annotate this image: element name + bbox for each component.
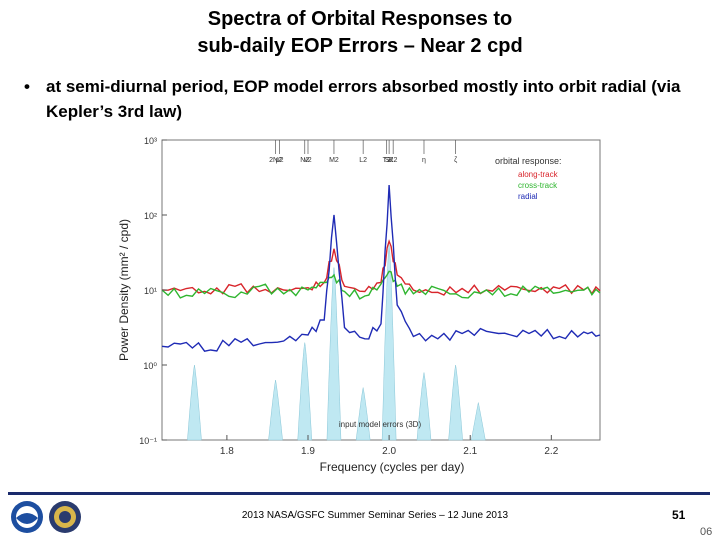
error-peak-1 bbox=[268, 379, 283, 441]
fill-label: input model errors (3D) bbox=[339, 420, 422, 429]
noaa-logo-icon bbox=[11, 501, 43, 533]
legend-title: orbital response: bbox=[495, 156, 562, 166]
page-number: 51 bbox=[672, 508, 686, 522]
tide-label: L2 bbox=[359, 157, 367, 164]
footer-divider bbox=[8, 492, 710, 495]
bullet-icon: • bbox=[24, 77, 30, 96]
error-peak-6 bbox=[416, 372, 432, 441]
series-line-cross-track bbox=[161, 270, 601, 300]
title-line-2: sub-daily EOP Errors – Near 2 cpd bbox=[197, 35, 523, 57]
page-sub-number: 06 bbox=[700, 526, 713, 538]
tide-label: ν2 bbox=[304, 157, 312, 164]
x-tick-label: 2.0 bbox=[382, 446, 396, 457]
tide-label: M2 bbox=[329, 157, 339, 164]
error-peak-5 bbox=[381, 244, 397, 441]
tide-label: T2 bbox=[383, 157, 391, 164]
footer-text: 2013 NASA/GSFC Summer Seminar Series – 1… bbox=[241, 510, 509, 521]
agency-seal-icon bbox=[49, 501, 81, 533]
slide-title: Spectra of Orbital Responses to sub-dail… bbox=[0, 6, 720, 60]
tide-label: N2 bbox=[300, 157, 309, 164]
error-peak-0 bbox=[187, 364, 202, 441]
tide-label: ζ bbox=[454, 157, 457, 164]
error-peak-2 bbox=[297, 342, 313, 441]
tide-label: K2 bbox=[389, 157, 398, 164]
x-tick-label: 1.9 bbox=[301, 446, 315, 457]
error-peak-8 bbox=[471, 402, 486, 441]
error-peak-4 bbox=[355, 387, 371, 441]
bullet-text: at semi-diurnal period, EOP model errors… bbox=[46, 77, 681, 121]
legend-cross-track: cross-track bbox=[518, 181, 558, 190]
legend-radial: radial bbox=[518, 192, 538, 201]
tide-label: 2N2 bbox=[269, 157, 282, 164]
y-axis-label: Power Density (mm² / cpd) bbox=[117, 219, 131, 361]
tide-label: η bbox=[422, 157, 426, 164]
y-tick-label: 10¹ bbox=[144, 286, 157, 296]
y-tick-label: 10⁰ bbox=[143, 361, 157, 371]
legend-along-track: along-track bbox=[518, 170, 559, 179]
x-tick-label: 2.2 bbox=[544, 446, 558, 457]
y-tick-label: 10² bbox=[144, 211, 157, 221]
tide-label: μ2 bbox=[276, 157, 284, 164]
x-tick-label: 1.8 bbox=[220, 446, 234, 457]
bullet-point: • at semi-diurnal period, EOP model erro… bbox=[24, 74, 704, 124]
error-peak-3 bbox=[326, 267, 342, 441]
x-tick-label: 2.1 bbox=[463, 446, 477, 457]
series-line-radial bbox=[161, 184, 601, 352]
error-peak-7 bbox=[448, 364, 463, 441]
y-tick-label: 10³ bbox=[144, 136, 157, 146]
tide-label: S2 bbox=[385, 157, 394, 164]
title-line-1: Spectra of Orbital Responses to bbox=[207, 8, 513, 30]
x-axis-label: Frequency (cycles per day) bbox=[320, 460, 465, 474]
y-tick-label: 10⁻¹ bbox=[139, 436, 157, 446]
